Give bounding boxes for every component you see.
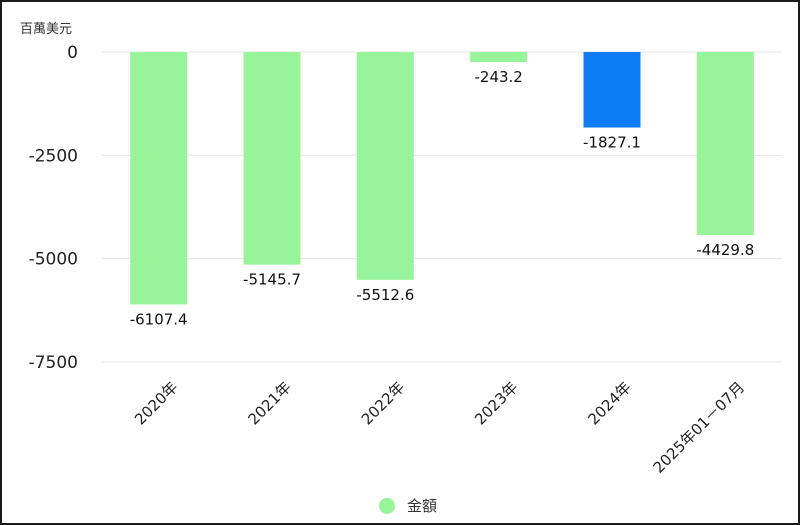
legend[interactable]: 金額 [379,497,437,515]
bar[interactable] [356,52,414,280]
x-axis-ticks: 2020年 2021年 2022年 2023年 2024年 2025年01－07月 [131,378,748,477]
data-label: -243.2 [474,68,522,86]
y-tick-label: -7500 [29,353,78,373]
x-tick-label: 2024年 [584,378,634,428]
x-tick-label: 2023年 [471,378,521,428]
data-label: -6107.4 [130,310,188,328]
y-tick-label: -5000 [29,250,78,270]
legend-dot-icon [379,498,395,514]
data-label: -5512.6 [356,286,414,304]
y-tick-label: -2500 [29,146,78,166]
bars [130,52,754,305]
data-labels: -6107.4 -5145.7 -5512.6 -243.2 -1827.1 -4429.… [130,68,755,328]
bar[interactable] [583,52,641,128]
data-label: -1827.1 [583,134,641,152]
x-tick-label: 2025年01－07月 [650,378,749,477]
bar[interactable] [130,52,188,305]
x-tick-label: 2020年 [131,378,181,428]
y-unit-label: 百萬美元 [20,22,72,37]
y-axis-ticks: 0 -2500 -5000 -7500 [29,43,78,373]
bar[interactable] [243,52,301,265]
bar[interactable] [696,52,754,236]
grid-lines [102,51,782,363]
bar[interactable] [470,52,528,63]
y-tick-label: 0 [67,43,78,63]
data-label: -4429.8 [696,241,754,259]
x-tick-label: 2022年 [358,378,408,428]
x-tick-label: 2021年 [244,378,294,428]
data-label: -5145.7 [243,271,301,289]
legend-label: 金額 [407,497,437,515]
